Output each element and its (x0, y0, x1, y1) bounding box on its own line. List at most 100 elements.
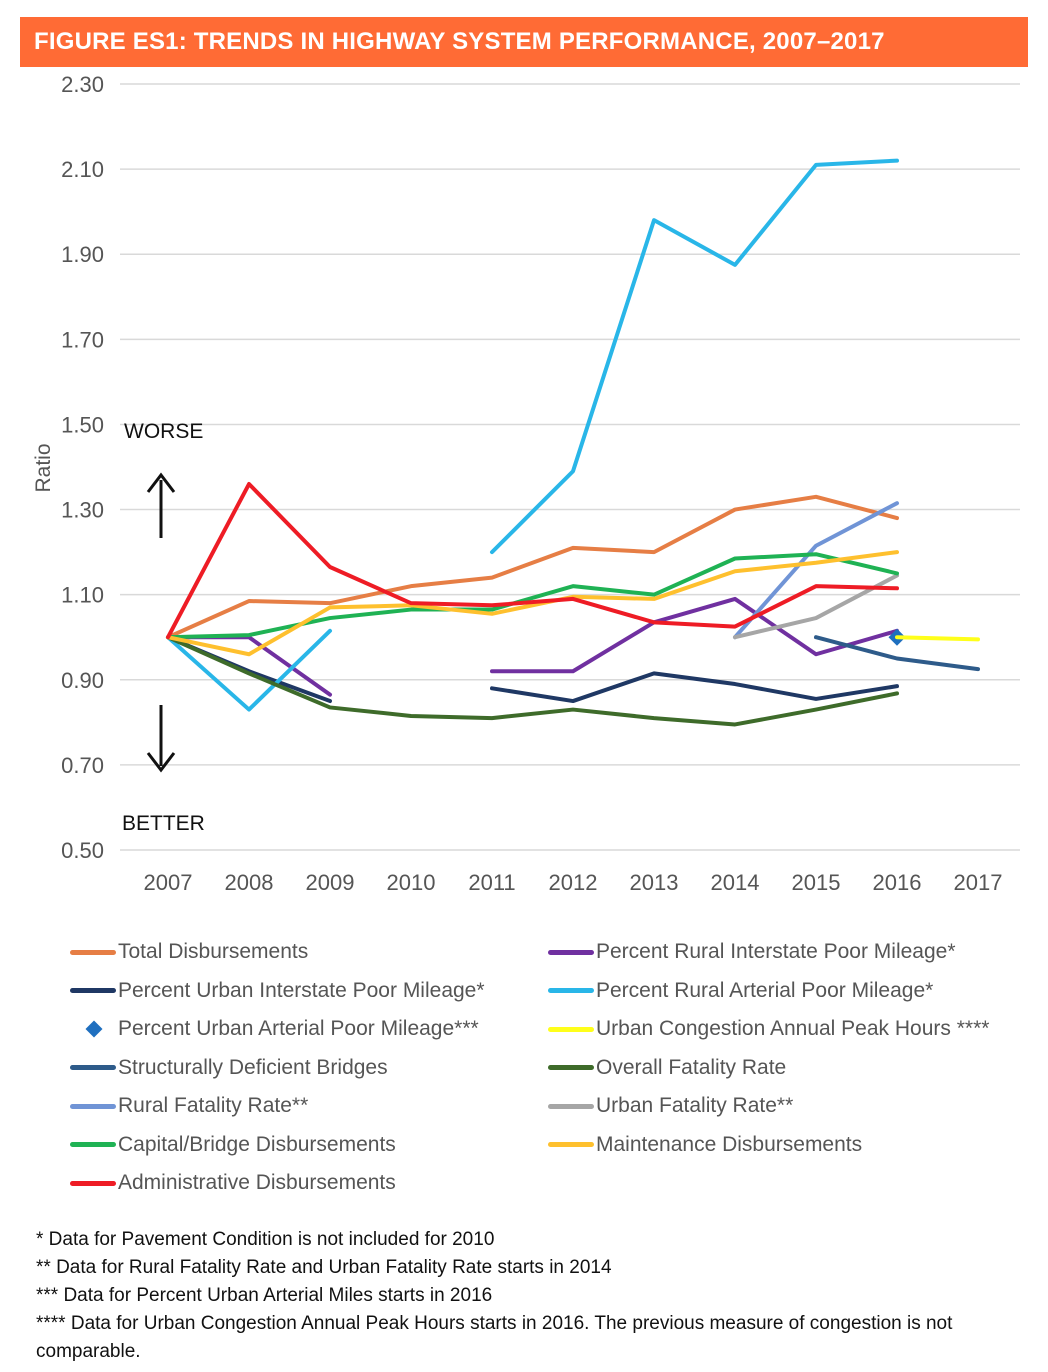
x-tick-label: 2014 (711, 870, 760, 895)
series-7 (166, 635, 899, 727)
legend-label: Percent Rural Interstate Poor Mileage* (596, 940, 956, 963)
x-tick-label: 2013 (630, 870, 679, 895)
series-9 (733, 573, 899, 640)
line-chart: 0.50 0.70 0.90 1.10 1.30 1.50 1.70 1.90 2.10 2.30… (32, 72, 1020, 895)
legend-item: Percent Urban Arterial Poor Mileage*** (70, 1011, 479, 1047)
legend-label: Maintenance Disbursements (596, 1132, 863, 1156)
legend-item: Total Disbursements (70, 934, 308, 970)
legend-swatch (70, 988, 116, 993)
series-line (166, 635, 899, 727)
y-axis-ticks: 0.50 0.70 0.90 1.10 1.30 1.50 1.70 1.90 2.10 2.30 (61, 72, 104, 863)
legend-label: Overall Fatality Rate (596, 1055, 787, 1079)
x-tick-label: 2011 (468, 870, 515, 895)
series-line (733, 573, 899, 640)
better-arrow-head (146, 752, 176, 773)
series-line (166, 628, 332, 712)
legend-swatch (548, 1026, 594, 1032)
series-line (733, 501, 899, 640)
worse-label: WORSE (124, 420, 203, 443)
legend-item: Administrative Disbursements (70, 1165, 396, 1201)
legend-item: Percent Rural Arterial Poor Mileage* (548, 973, 933, 1009)
better-label: BETTER (122, 812, 205, 835)
legend-label: Percent Urban Interstate Poor Mileage* (118, 978, 485, 1002)
y-tick-label: 0.90 (61, 668, 104, 693)
x-tick-label: 2010 (387, 870, 436, 895)
series-line (166, 494, 899, 640)
legend-item: Maintenance Disbursements (548, 1127, 862, 1163)
y-tick-label: 0.50 (61, 838, 104, 863)
series-line (490, 596, 899, 674)
series-0 (166, 494, 899, 640)
x-tick-label: 2015 (792, 870, 841, 895)
y-axis-label: Ratio (32, 443, 55, 492)
footnote: **** Data for Urban Congestion Annual Pe… (36, 1313, 953, 1362)
figure-title-banner: FIGURE ES1: TRENDS IN HIGHWAY SYSTEM PER… (20, 17, 1028, 67)
legend-swatch (70, 1103, 116, 1109)
series-line (166, 550, 899, 657)
series-line (814, 635, 980, 672)
footnote: * Data for Pavement Condition is not inc… (36, 1229, 495, 1250)
legend-swatch (548, 949, 594, 955)
x-tick-label: 2008 (225, 870, 274, 895)
footnotes: * Data for Pavement Condition is not inc… (36, 1226, 1036, 1366)
legend-swatch (548, 1142, 594, 1147)
legend-swatch (70, 1142, 116, 1147)
series-11 (166, 550, 899, 657)
y-tick-label: 1.50 (61, 412, 104, 437)
series-line (166, 482, 899, 640)
legend-label: Rural Fatality Rate** (118, 1094, 309, 1117)
legend-label: Administrative Disbursements (118, 1171, 396, 1194)
legend-label: Structurally Deficient Bridges (118, 1055, 388, 1079)
y-tick-label: 1.10 (61, 583, 104, 608)
series-line (895, 635, 980, 642)
legend-item: Rural Fatality Rate** (70, 1088, 308, 1124)
worse-arrow-head (146, 472, 176, 493)
x-tick-label: 2016 (873, 870, 922, 895)
x-tick-label: 2007 (144, 870, 193, 895)
legend-swatch (70, 1180, 116, 1186)
series-3 (166, 158, 899, 712)
legend-item: Overall Fatality Rate (548, 1050, 786, 1086)
series-12 (166, 482, 899, 640)
legend-item: Percent Rural Interstate Poor Mileage* (548, 934, 956, 970)
legend-item: Structurally Deficient Bridges (70, 1050, 388, 1086)
legend-swatch (85, 1020, 103, 1038)
series-10 (166, 552, 899, 640)
y-tick-label: 1.90 (61, 242, 104, 267)
y-tick-label: 0.70 (61, 753, 104, 778)
legend-label: Urban Congestion Annual Peak Hours **** (596, 1017, 990, 1040)
legend-swatch (70, 1065, 116, 1070)
legend-swatch (548, 988, 594, 993)
y-tick-label: 1.70 (61, 327, 104, 352)
legend-label: Percent Urban Arterial Poor Mileage*** (118, 1017, 479, 1040)
legend-label: Urban Fatality Rate** (596, 1094, 794, 1117)
legend-item: Capital/Bridge Disbursements (70, 1127, 396, 1163)
legend-label: Percent Rural Arterial Poor Mileage* (596, 978, 934, 1002)
chart-series (166, 158, 980, 727)
series-6 (814, 635, 980, 672)
series-line (490, 158, 899, 555)
legend-item: Urban Congestion Annual Peak Hours **** (548, 1011, 989, 1047)
x-tick-label: 2012 (549, 870, 598, 895)
legend-label: Total Disbursements (118, 940, 309, 963)
y-tick-label: 1.30 (61, 498, 104, 523)
x-tick-label: 2017 (954, 870, 1003, 895)
x-tick-label: 2009 (306, 870, 355, 895)
series-line (490, 671, 899, 704)
legend-swatch (548, 1065, 594, 1070)
footnote: *** Data for Percent Urban Arterial Mile… (36, 1285, 493, 1306)
legend-item: Urban Fatality Rate** (548, 1088, 793, 1124)
legend-swatch (548, 1103, 594, 1109)
x-axis-ticks: 2007 2008 2009 2010 2011 2012 2013 2014 2015 2016… (144, 870, 1003, 895)
legend-label: Capital/Bridge Disbursements (118, 1132, 396, 1156)
chart-annotations: WORSE BETTER (122, 420, 205, 835)
y-tick-label: 2.30 (61, 72, 104, 97)
y-tick-label: 2.10 (61, 157, 104, 182)
chart-gridlines (120, 83, 1020, 851)
series-8 (733, 501, 899, 640)
legend-item: Percent Urban Interstate Poor Mileage* (70, 973, 485, 1009)
series-2 (166, 635, 899, 704)
legend-swatch (70, 949, 116, 955)
footnote: ** Data for Rural Fatality Rate and Urba… (36, 1257, 612, 1278)
series-5 (895, 635, 980, 642)
